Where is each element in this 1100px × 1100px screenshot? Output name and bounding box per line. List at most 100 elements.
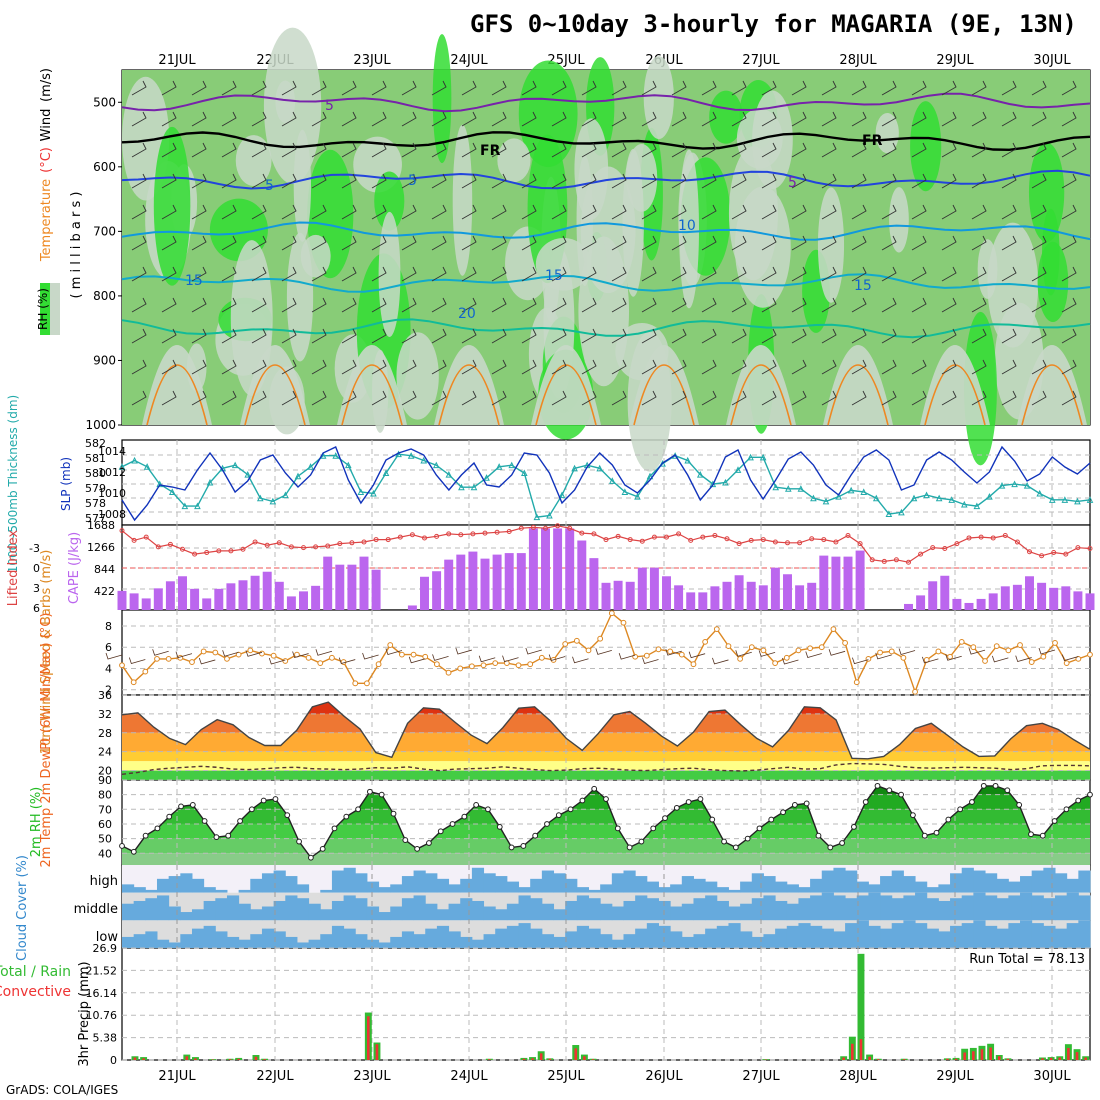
wind-barb [341,266,357,282]
rh-point [319,845,326,852]
wind-barb [611,359,627,375]
thickness-point [759,453,767,461]
cape-bar [468,551,478,610]
wind-barb [821,111,837,127]
wind-barb [641,235,657,251]
cloud-cell [1008,881,1021,893]
cape-bar [190,588,200,610]
cloud-cell [1043,898,1056,921]
cloud-cell [903,920,916,948]
lifted-index-point [361,539,367,545]
wind-barb [401,80,417,96]
precip-convective-bar [263,1059,266,1060]
wind-speed-point [725,643,732,650]
precip-convective-bar [972,1051,975,1060]
wind-speed-point [527,661,534,668]
wind-speed-point [877,649,883,656]
cape-bar [129,593,139,610]
cloud-cell [261,928,275,948]
cloud-cell [378,912,391,921]
wind-barb [461,80,477,96]
wind-barb [521,204,537,220]
millibars-axis-label: ( m i l l i b a r s ) [69,192,84,299]
wind-barb [311,80,327,96]
wind-speed-point [247,647,254,654]
lifted-index-point [930,545,936,551]
rh-point [862,799,869,805]
wind-barb [881,359,897,375]
wind-barb [461,204,477,220]
thickness-point [1036,489,1044,497]
cape-bar [347,564,357,610]
wind-barb [1031,297,1047,313]
wind-barb [131,235,147,251]
cloud-cell [880,928,893,948]
thickness-tick-label: 582 [85,437,106,450]
wind-speed-point [317,660,324,667]
wind-barb [1061,297,1077,313]
wind-speed-point [585,647,592,654]
cloud-cell [716,925,729,948]
cloud-cell [821,892,834,921]
rh-point [154,825,161,832]
cape-bar [758,585,768,610]
precip-convective-bar [194,1058,197,1060]
precip-convective-bar [1058,1057,1062,1060]
cloud-cell [425,873,438,893]
wind-speed-point [1087,651,1093,658]
surface-wind-barb [968,647,986,655]
wind-barb [671,328,687,344]
wind-barb [1031,142,1047,158]
precip-convective-bar [367,1016,370,1060]
cloud-cell [950,925,963,948]
wind-axis-label: Wind [39,109,54,142]
cape-bar [940,575,950,610]
cloud-cell [973,870,986,893]
wind-barb [431,328,447,344]
cape-bar [407,605,417,610]
contour-label: 20 [458,306,476,322]
precip-convective-bar [997,1056,1001,1060]
rh-blob [518,60,578,168]
cloud-cell [285,895,298,921]
cloud-cell [390,906,403,921]
lifted-index-point [700,534,706,540]
precip-convective-bar [851,1043,854,1060]
lifted-index-point [591,531,597,537]
wind-speed-point [900,654,907,661]
wind-barb [971,328,987,344]
cloud-cell [495,909,508,921]
cloud-cell [786,884,799,893]
wind-barb [611,142,627,158]
rh-point [697,796,704,802]
cloud-cell [600,934,613,948]
cloud-cell [728,889,741,893]
wind-speed-point [387,642,394,648]
cloud-cell [775,900,788,921]
wind-barb [671,297,687,313]
wind-barb [581,142,597,158]
surface-wind-barb [642,657,659,664]
wind-barb [701,80,717,96]
isotherm-line [121,221,1091,241]
lifted-index-point [615,533,621,539]
precip-convective-bar [574,1048,578,1060]
wind-barb [881,390,897,406]
isotherm-line [121,169,1091,190]
surface-wind-barb [1038,647,1056,655]
cloud-level-label: high [90,874,118,889]
wind-barb [461,235,477,251]
cloud-cell [448,931,461,948]
rh-tick-label: 60 [98,818,112,831]
cloud-cell [600,903,613,921]
wind-speed-point [830,626,837,633]
rh-point [1075,797,1082,804]
wind-barb [1031,80,1047,96]
wind-barb [611,204,627,220]
cape-bar [1037,582,1047,610]
cloud-cell [891,870,904,893]
rh-point [969,799,975,805]
wind-barb [761,328,777,344]
wind-barb [1001,235,1017,251]
wind-barb [1001,111,1017,127]
